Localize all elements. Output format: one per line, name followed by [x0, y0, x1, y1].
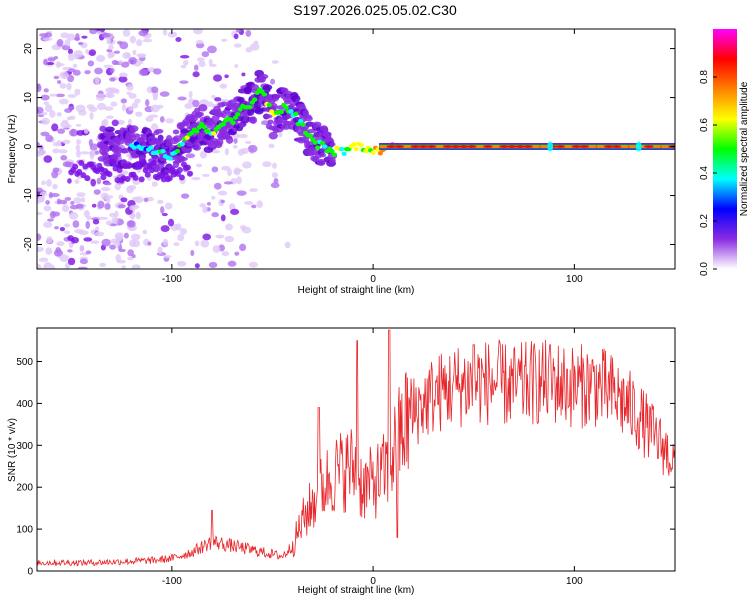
spectrogram-y-tick-label: 20: [23, 43, 34, 55]
spectrogram-y-tick-label: 0: [23, 143, 34, 149]
snr-y-tick-label: 100: [16, 525, 33, 536]
spectrogram-x-tick-label: -100: [162, 274, 182, 285]
spectrogram-x-axis-title: Height of straight line (km): [298, 285, 415, 296]
snr-y-tick-label: 300: [16, 441, 33, 452]
colorbar-gradient: [713, 29, 737, 269]
spectrogram-frame: [36, 28, 676, 270]
spectrogram-y-tick-label: -10: [23, 188, 34, 203]
colorbar: 0.0 0.2 0.4 0.6 0.8 Normalized spectral ampl…: [699, 29, 750, 276]
spectrogram-y-tick-label: -20: [23, 237, 34, 252]
snr-y-tick-label: 0: [27, 567, 33, 578]
spectrogram-y-tick-label: 10: [23, 92, 34, 104]
snr-y-tick-label: 400: [16, 399, 33, 410]
colorbar-tick-label: 0.8: [699, 70, 710, 84]
spectrogram-image: [37, 29, 675, 269]
snr-x-tick-label: -100: [162, 576, 182, 587]
colorbar-tick-label: 0.2: [699, 214, 710, 228]
snr-y-tick-label: 200: [16, 483, 33, 494]
spectrogram-x-tick-label: 100: [566, 274, 583, 285]
snr-frame: [36, 327, 676, 572]
spectrogram-x-tick-label: 0: [370, 274, 376, 285]
snr-panel: -100 0 100 0 100 200 300 400 500 Height of stra…: [7, 327, 676, 596]
snr-x-tick-label: 0: [370, 576, 376, 587]
colorbar-tick-label: 0.6: [699, 118, 710, 132]
colorbar-label: Normalized spectral amplitude: [739, 81, 750, 216]
colorbar-tick-label: 0.4: [699, 166, 710, 180]
figure-title: S197.2026.025.05.02.C30: [293, 2, 457, 18]
snr-series-line: [36, 329, 675, 567]
snr-x-axis-title: Height of straight line (km): [298, 585, 415, 596]
spectrogram-y-axis-title: Frequency (Hz): [7, 115, 18, 184]
snr-y-axis-title: SNR (10 * v/v): [7, 418, 18, 482]
colorbar-tick-label: 0.0: [699, 262, 710, 276]
snr-x-tick-label: 100: [566, 576, 583, 587]
snr-y-tick-label: 500: [16, 357, 33, 368]
